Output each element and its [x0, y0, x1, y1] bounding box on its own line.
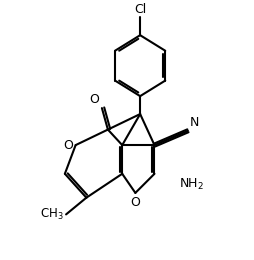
Text: Cl: Cl — [134, 3, 146, 16]
Text: O: O — [130, 196, 140, 209]
Text: N: N — [190, 116, 199, 129]
Text: NH$_2$: NH$_2$ — [179, 177, 204, 192]
Text: O: O — [63, 139, 73, 152]
Text: CH$_3$: CH$_3$ — [40, 207, 64, 222]
Text: O: O — [89, 93, 99, 106]
